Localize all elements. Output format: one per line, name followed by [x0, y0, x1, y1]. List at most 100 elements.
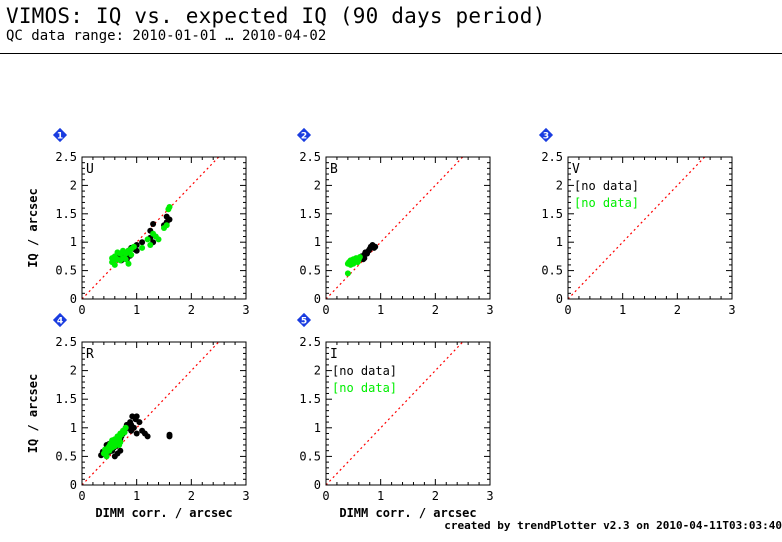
data-point — [110, 257, 117, 264]
y-tick-label: 2.5 — [299, 150, 321, 164]
x-tick-label: 3 — [486, 489, 493, 503]
data-point — [166, 431, 173, 438]
x-tick-label: 3 — [242, 303, 249, 317]
x-tick-label: 2 — [674, 303, 681, 317]
plot-frame — [81, 156, 247, 300]
y-tick-label: 2.5 — [299, 335, 321, 349]
data-point — [344, 270, 351, 277]
panel-number-badge — [296, 312, 312, 328]
x-tick-label: 0 — [564, 303, 571, 317]
y-tick-label: 1.5 — [541, 207, 563, 221]
data-point — [114, 249, 121, 256]
data-point — [155, 236, 162, 243]
data-point — [354, 259, 361, 266]
y-tick-label: 1 — [70, 235, 77, 249]
data-point — [103, 453, 110, 460]
scatter-panel-2: 0 1 2 300.511.522.5B2 — [296, 127, 494, 317]
data-point — [165, 206, 172, 213]
y-tick-label: 1.5 — [299, 392, 321, 406]
y-tick-label: 1 — [556, 235, 563, 249]
y-tick-label: 2.5 — [55, 335, 77, 349]
data-point — [144, 236, 151, 243]
y-tick-label: 1 — [70, 421, 77, 435]
y-tick-label: 1.5 — [55, 392, 77, 406]
no-data-label: [no data] — [574, 196, 639, 210]
data-point — [356, 254, 363, 260]
x-tick-label: 1 — [619, 303, 626, 317]
y-tick-label: 2 — [70, 178, 77, 192]
header-divider — [0, 53, 782, 54]
data-point — [121, 429, 128, 436]
x-tick-label: 1 — [377, 303, 384, 317]
data-point — [163, 222, 170, 229]
x-axis-label: DIMM corr. / arcsec — [95, 506, 232, 520]
x-tick-label: 0 — [322, 489, 329, 503]
y-tick-label: 2.5 — [541, 150, 563, 164]
page-subtitle: QC data range: 2010-01-01 … 2010-04-02 — [6, 28, 327, 44]
x-tick-label: 0 — [78, 303, 85, 317]
data-point — [106, 447, 113, 454]
y-tick-label: 0.5 — [541, 264, 563, 278]
data-point — [111, 261, 118, 268]
y-tick-label: 2 — [70, 364, 77, 378]
scatter-panel-1: 0 1 2 3 0 0.5 1 1.5 2 2.5 U IQ / arcsec 1 — [26, 127, 250, 317]
data-point — [122, 424, 129, 431]
y-tick-label: 1.5 — [55, 207, 77, 221]
y-tick-label: 2 — [314, 178, 321, 192]
data-point — [136, 419, 143, 426]
page-title: VIMOS: IQ vs. expected IQ (90 days perio… — [6, 4, 546, 28]
y-axis-label: IQ / arcsec — [26, 374, 40, 453]
data-point — [109, 437, 116, 444]
y-tick-label: 2.5 — [55, 150, 77, 164]
data-point — [166, 216, 173, 223]
data-point — [150, 221, 157, 227]
y-tick-label: 1 — [314, 421, 321, 435]
panel-number: 4 — [57, 317, 63, 327]
scatter-panel-4: 0 1 2 3 0 0.5 1 1.5 2 2.5 R IQ / arcsec DIMM corr. /… — [26, 312, 250, 520]
no-data-label: [no data] — [574, 179, 639, 193]
band-label: V — [572, 162, 580, 177]
plot-frame — [325, 341, 491, 486]
x-tick-label: 3 — [728, 303, 735, 317]
data-point — [139, 244, 146, 251]
data-point — [117, 447, 124, 454]
plot-frame — [567, 156, 733, 300]
x-tick-label: 2 — [432, 303, 439, 317]
panel-number-badge — [538, 127, 554, 143]
data-point — [125, 260, 132, 267]
x-tick-label: 1 — [133, 489, 140, 503]
plot-frame — [81, 341, 247, 486]
y-tick-label: 0.5 — [55, 264, 77, 278]
scatter-panel-5: 0 1 2 3 0 0.5 1 1.5 2 2.5 I [no data] [no data] DIMM … — [296, 312, 494, 520]
y-tick-label: 2 — [556, 178, 563, 192]
y-axis-label: IQ / arcsec — [26, 188, 40, 267]
footer-credit: created by trendPlotter v2.3 on 2010-04-… — [444, 519, 782, 532]
x-tick-label: 2 — [188, 303, 195, 317]
reference-line — [82, 342, 220, 485]
data-point — [116, 442, 123, 448]
data-point — [111, 453, 118, 460]
y-tick-label: 0 — [556, 292, 563, 306]
no-data-label: [no data] — [332, 364, 397, 378]
y-tick-label: 0 — [70, 478, 77, 492]
data-point — [133, 430, 140, 437]
x-tick-label: 2 — [432, 489, 439, 503]
y-tick-label: 0 — [314, 292, 321, 306]
band-label: I — [330, 347, 338, 362]
data-point — [147, 242, 154, 248]
x-tick-label: 2 — [188, 489, 195, 503]
data-point — [139, 239, 146, 246]
panel-number-badge — [296, 127, 312, 143]
band-label: B — [330, 162, 338, 177]
x-tick-label: 3 — [242, 489, 249, 503]
y-tick-label: 0.5 — [55, 449, 77, 463]
data-point — [372, 243, 379, 250]
panel-number: 3 — [543, 132, 549, 142]
x-axis-label: DIMM corr. / arcsec — [339, 506, 476, 520]
data-point — [128, 427, 135, 434]
x-tick-label: 0 — [78, 489, 85, 503]
x-tick-label: 1 — [133, 303, 140, 317]
x-tick-label: 1 — [377, 489, 384, 503]
data-point — [133, 413, 140, 420]
